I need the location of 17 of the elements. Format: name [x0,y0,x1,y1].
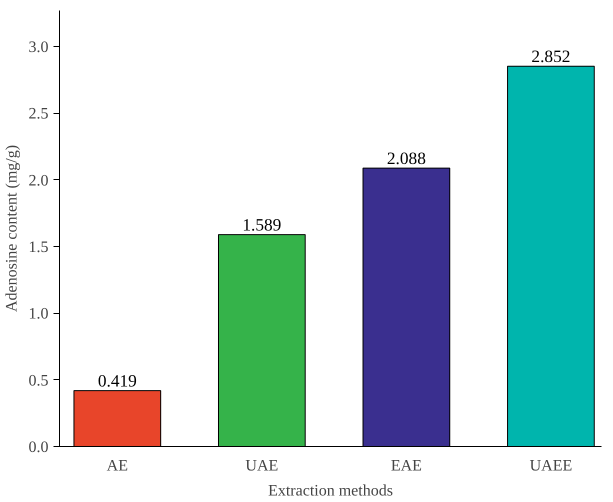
data-label: 2.852 [531,47,570,66]
y-tick-label: 3.0 [28,39,48,56]
y-tick-label: 0.0 [28,439,48,456]
x-tick-label: UAEE [530,458,572,474]
x-tick-label: UAE [245,458,278,474]
y-tick-label: 2.5 [28,106,48,123]
x-tick-label: EAE [390,458,422,474]
x-axis-title: Extraction methods [268,482,393,500]
x-tick-label: AE [106,458,128,474]
y-tick-label: 2.0 [28,172,48,190]
y-tick-label: 0.5 [28,372,48,390]
data-label: 2.088 [386,149,426,168]
y-tick-label: 1.0 [28,306,48,323]
y-axis-title: Adenosine content (mg/g) [4,144,20,312]
data-label: 1.589 [242,216,282,235]
y-tick-label: 1.5 [28,239,48,256]
data-label: 0.419 [98,372,137,391]
